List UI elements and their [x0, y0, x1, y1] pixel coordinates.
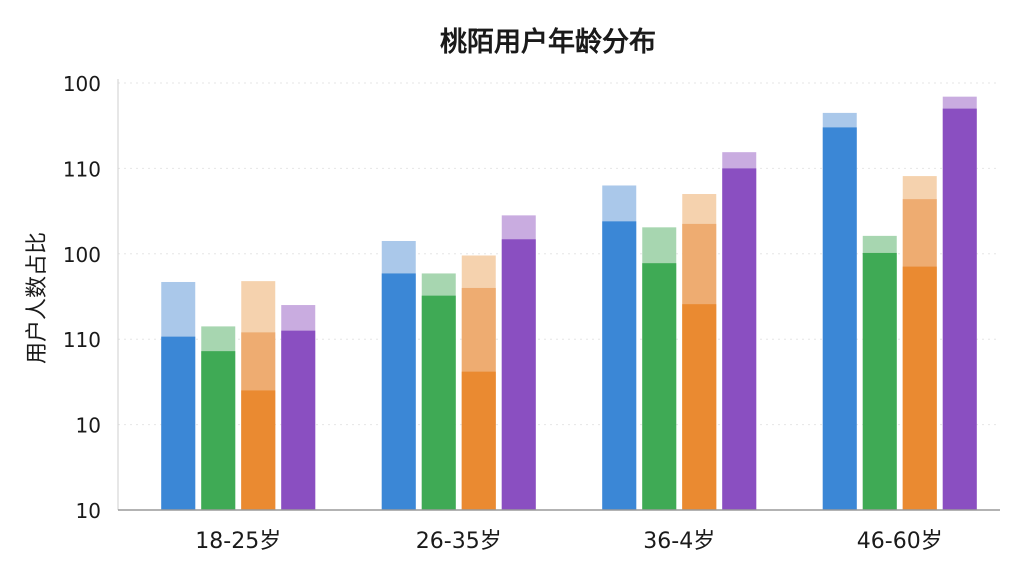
bar: [281, 330, 316, 510]
bar: [241, 390, 276, 510]
bar: [862, 252, 897, 511]
bar: [421, 295, 456, 510]
chart-title: 桃陌用户年龄分布: [440, 26, 656, 58]
x-tick-label: 26-35岁: [416, 529, 502, 554]
bar: [461, 371, 496, 510]
y-tick-label: 10: [76, 414, 101, 438]
bar: [201, 351, 236, 510]
bar: [942, 108, 977, 511]
bar: [381, 273, 416, 510]
bar: [722, 168, 757, 510]
bar: [161, 336, 196, 510]
y-tick-label: 110: [63, 328, 101, 352]
x-tick-label: 46-60岁: [857, 529, 943, 554]
y-tick-label: 100: [63, 72, 101, 96]
y-tick-label: 100: [63, 243, 101, 267]
bar: [682, 304, 717, 510]
y-axis-label: 用户人数占比: [25, 232, 50, 364]
bar: [501, 239, 536, 511]
y-tick-label: 110: [63, 157, 101, 181]
bar: [822, 127, 857, 511]
bar: [642, 263, 677, 510]
x-tick-label: 18-25岁: [195, 529, 281, 554]
bar: [902, 266, 937, 510]
x-tick-label: 36-4岁: [643, 529, 715, 554]
bars-layer: [161, 96, 977, 511]
bar: [602, 221, 637, 510]
y-tick-label: 10: [76, 499, 101, 523]
axis-layer: 10 10 110 100 110 100 18-25岁 26-35岁 36-4岁 46-60岁: [63, 72, 1000, 554]
